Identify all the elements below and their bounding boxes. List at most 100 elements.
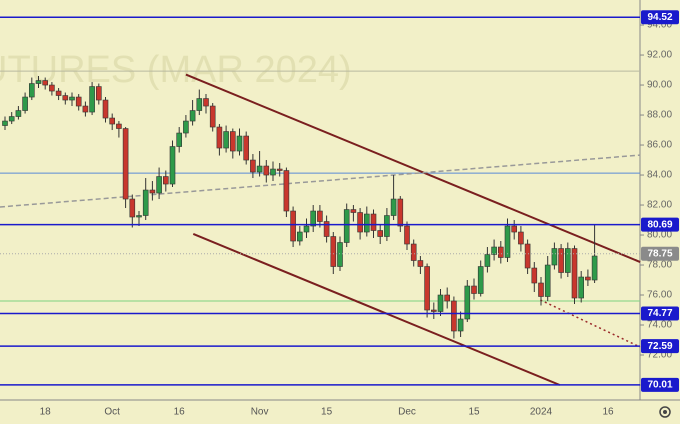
candle-body xyxy=(451,300,457,332)
candle-body xyxy=(410,243,417,261)
candle-body xyxy=(296,231,303,242)
candle-body xyxy=(236,135,243,152)
candle-body xyxy=(203,98,209,107)
candle-body xyxy=(149,189,156,194)
candle-body xyxy=(390,198,397,216)
candle-body xyxy=(551,248,558,266)
trend-line xyxy=(540,299,641,348)
candle-body xyxy=(96,86,102,101)
settings-icon[interactable] xyxy=(659,406,671,418)
candle-body xyxy=(250,159,256,173)
candle-body xyxy=(189,110,196,122)
candle-body xyxy=(437,294,444,312)
candle-body xyxy=(571,248,578,299)
candle-body xyxy=(183,120,189,134)
candle-body xyxy=(283,170,290,212)
candle-body xyxy=(444,294,451,302)
level-label: 80.69 xyxy=(647,219,672,230)
candle-body xyxy=(397,198,404,227)
candle-body xyxy=(122,128,129,200)
y-tick-label: 72.00 xyxy=(647,350,672,361)
candle-body xyxy=(163,176,169,185)
candle-body xyxy=(337,242,343,267)
candle-body xyxy=(370,213,377,231)
level-label: 74.77 xyxy=(647,308,672,319)
candle-body xyxy=(471,285,477,294)
candle-body xyxy=(42,80,49,86)
candle-body xyxy=(477,266,484,294)
candle-body xyxy=(223,131,229,149)
y-tick-label: 78.00 xyxy=(647,260,672,271)
x-tick-label: 18 xyxy=(40,407,52,418)
candle-body xyxy=(384,215,390,237)
candle-body xyxy=(22,96,28,111)
candle-body xyxy=(417,260,424,267)
candle-body xyxy=(8,116,15,122)
y-tick-label: 84.00 xyxy=(647,170,672,181)
candle-body xyxy=(538,282,544,297)
candle-body xyxy=(102,99,109,119)
level-label-box xyxy=(641,339,679,354)
candle-body xyxy=(343,209,350,243)
candle-body xyxy=(424,266,430,311)
candle-body xyxy=(310,210,317,227)
candle-body xyxy=(196,98,203,111)
candle-body xyxy=(531,267,538,284)
candle-body xyxy=(256,165,263,173)
candle-body xyxy=(491,246,497,255)
candle-body xyxy=(323,221,330,237)
level-label: 72.59 xyxy=(647,341,672,352)
candle-body xyxy=(49,84,55,92)
y-tick-label: 76.00 xyxy=(647,290,672,301)
x-tick-label: 15 xyxy=(321,407,333,418)
candle-body xyxy=(457,318,464,332)
candle-body xyxy=(585,276,591,281)
last-price-box xyxy=(641,246,679,261)
candle-body xyxy=(209,105,216,128)
candle-body xyxy=(35,80,42,84)
candle-body xyxy=(176,132,182,147)
level-label-box xyxy=(641,217,679,232)
y-tick-label: 86.00 xyxy=(647,140,672,151)
x-tick-label: 2024 xyxy=(530,407,553,418)
x-tick-label: 15 xyxy=(468,407,480,418)
y-tick-label: 80.00 xyxy=(647,230,672,241)
candle-body xyxy=(129,198,136,218)
candle-body xyxy=(136,215,142,218)
candle-body xyxy=(404,225,410,245)
candle-body xyxy=(15,110,22,117)
candle-body xyxy=(544,264,551,297)
candle-body xyxy=(464,285,471,320)
candle-body xyxy=(270,168,276,176)
candle-body xyxy=(156,176,162,194)
level-label: 70.01 xyxy=(647,379,672,390)
candle-body xyxy=(28,83,35,98)
last-price-label: 78.75 xyxy=(647,248,672,259)
x-tick-label: 16 xyxy=(174,407,186,418)
candle-body xyxy=(169,146,176,185)
candle-body xyxy=(290,210,296,242)
level-label: 94.52 xyxy=(647,12,672,23)
candle-body xyxy=(69,96,75,101)
candle-body xyxy=(558,248,564,273)
candle-body xyxy=(317,210,323,222)
x-tick-label: Oct xyxy=(104,407,120,418)
candle-body xyxy=(2,120,8,126)
candle-body xyxy=(350,209,357,213)
candle-body xyxy=(511,225,518,233)
y-tick-label: 92.00 xyxy=(647,50,672,61)
trend-line xyxy=(0,154,641,208)
y-tick-label: 94.00 xyxy=(647,20,672,31)
candle-body xyxy=(497,246,504,258)
x-tick-label: 16 xyxy=(602,407,614,418)
candle-body xyxy=(363,213,370,233)
level-label-box xyxy=(641,377,679,392)
x-tick-label: Nov xyxy=(251,407,269,418)
x-tick-label: Dec xyxy=(398,407,416,418)
y-tick-label: 74.00 xyxy=(647,320,672,331)
candle-body xyxy=(75,96,82,107)
trend-line xyxy=(185,73,641,263)
candle-body xyxy=(82,105,89,113)
candle-body xyxy=(243,135,249,161)
